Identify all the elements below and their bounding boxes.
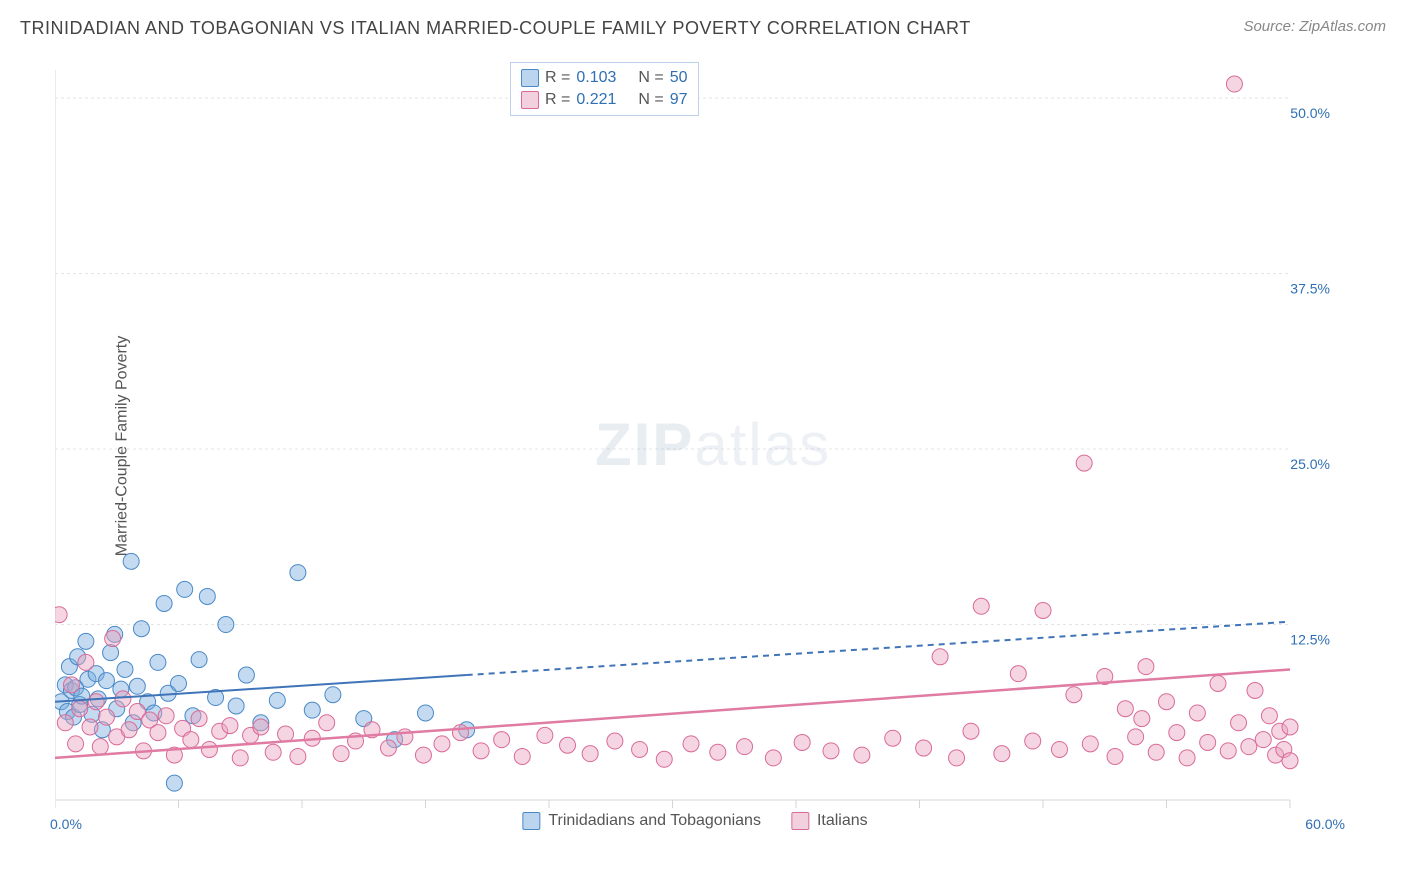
svg-text:25.0%: 25.0% bbox=[1290, 456, 1330, 472]
legend-series-item: Italians bbox=[791, 812, 868, 830]
svg-text:12.5%: 12.5% bbox=[1290, 632, 1330, 648]
legend-r-label: R = bbox=[545, 69, 570, 87]
legend-series: Trinidadians and Tobagonians Italians bbox=[522, 812, 867, 830]
legend-series-label: Italians bbox=[817, 812, 868, 830]
legend-stats-row: R = 0.103 N = 50 bbox=[521, 67, 688, 89]
legend-r-label: R = bbox=[545, 91, 570, 109]
plot-area: 12.5% 25.0% 37.5% 50.0% ZIPatlas R = 0.103 N… bbox=[55, 60, 1335, 830]
legend-stats: R = 0.103 N = 50 R = 0.221 N = 97 bbox=[510, 62, 699, 116]
x-axis-max-label: 60.0% bbox=[1305, 816, 1345, 832]
legend-n-label: N = bbox=[638, 69, 663, 87]
legend-swatch-icon bbox=[521, 91, 539, 109]
legend-series-label: Trinidadians and Tobagonians bbox=[548, 812, 761, 830]
x-axis-min-label: 0.0% bbox=[50, 816, 82, 832]
svg-text:50.0%: 50.0% bbox=[1290, 105, 1330, 121]
legend-n-label: N = bbox=[638, 91, 663, 109]
legend-swatch-icon bbox=[522, 812, 540, 830]
legend-n-value: 50 bbox=[670, 69, 688, 87]
legend-n-value: 97 bbox=[670, 91, 688, 109]
legend-stats-row: R = 0.221 N = 97 bbox=[521, 89, 688, 111]
source-attribution: Source: ZipAtlas.com bbox=[1243, 18, 1386, 35]
legend-r-value: 0.221 bbox=[576, 91, 616, 109]
legend-series-item: Trinidadians and Tobagonians bbox=[522, 812, 761, 830]
svg-text:37.5%: 37.5% bbox=[1290, 281, 1330, 297]
watermark: ZIPatlas bbox=[595, 410, 831, 479]
legend-swatch-icon bbox=[791, 812, 809, 830]
legend-swatch-icon bbox=[521, 69, 539, 87]
chart-title: TRINIDADIAN AND TOBAGONIAN VS ITALIAN MA… bbox=[20, 18, 971, 39]
legend-r-value: 0.103 bbox=[576, 69, 616, 87]
